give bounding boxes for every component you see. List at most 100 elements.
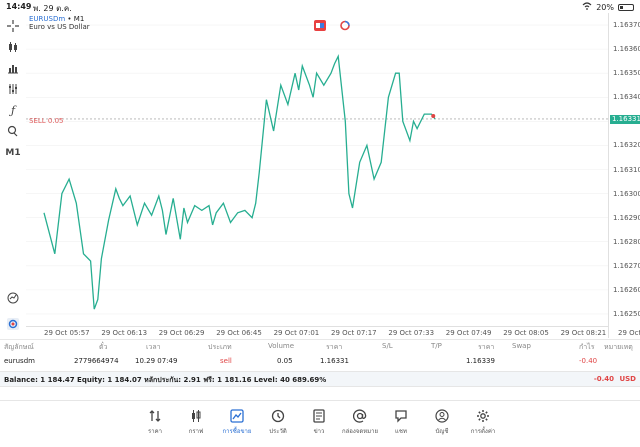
nav-quotes[interactable]: ราคา [133, 408, 177, 440]
sell-order-label[interactable]: SELL 0.05 [29, 117, 64, 125]
column-header[interactable]: Volume [268, 342, 295, 350]
time-tick-label: 29 Oct 07:01 [273, 329, 320, 337]
time-tick-label: 29 Oct 06:29 [158, 329, 205, 337]
nav-label: ประวัติ [269, 428, 287, 435]
timeframe-label[interactable]: M1 [5, 148, 21, 158]
nav-account[interactable]: บัญชี [420, 408, 464, 440]
column-header[interactable]: หมายเหตุ [604, 343, 633, 351]
price-tick-label: 1.16300 [613, 189, 640, 198]
chart-toolbar: ƒ M1 [0, 13, 26, 338]
cell-type: sell [220, 357, 232, 365]
cell-symbol: eurusdm [4, 357, 35, 365]
column-header[interactable]: เวลา [146, 343, 161, 351]
mailbox-icon [338, 408, 382, 424]
total-profit: -0.40 [593, 375, 614, 383]
price-tick-label: 1.16270 [613, 261, 640, 270]
nav-mailbox[interactable]: กล่องจดหมาย [338, 408, 382, 440]
account-balance-bar: Balance: 1 184.47 Equity: 1 184.07 หลักป… [0, 371, 640, 387]
column-header[interactable]: S/L [382, 342, 393, 350]
cell-ticket: 2779664974 [74, 357, 119, 365]
column-header[interactable]: ประเภท [208, 343, 232, 351]
account-currency: USD [619, 375, 636, 383]
battery-percent: 20% [596, 2, 614, 12]
column-header[interactable]: สัญลักษณ์ [4, 343, 34, 351]
bars-icon[interactable] [4, 60, 22, 76]
nav-chart[interactable]: กราฟ [174, 408, 218, 440]
news-icon [297, 408, 341, 424]
chat-icon [379, 408, 423, 424]
symbol-name: EURUSDm [29, 15, 66, 23]
time-tick-label: 29 Oct 05:57 [44, 329, 90, 337]
price-tick-label: 1.16360 [613, 45, 640, 54]
chart-zoom-icon[interactable] [4, 290, 22, 306]
price-tick-label: 1.16260 [613, 285, 640, 294]
price-tick-label: 1.16280 [613, 237, 640, 246]
status-time: 14:49 [6, 2, 32, 11]
time-tick-label: 29 Oct 08:21 [560, 329, 607, 337]
history-icon [256, 408, 300, 424]
nav-label: แชท [395, 428, 407, 435]
column-header[interactable]: ราคา [478, 343, 495, 351]
price-tick-label: 1.16250 [613, 309, 640, 318]
trade-table-header: สัญลักษณ์ ตั๋ว เวลา ประเภท Volume ราคา S/L T/P ร… [0, 339, 640, 353]
account-icon [420, 408, 464, 424]
price-chart[interactable] [26, 13, 608, 326]
price-tick-label: 1.16350 [613, 69, 640, 78]
current-price-label: 1.16331 [610, 114, 640, 124]
candles-icon[interactable] [4, 39, 22, 55]
trade-icon [215, 408, 259, 424]
nav-label: ข่าว [313, 428, 325, 435]
settings-icon [461, 408, 505, 424]
column-header[interactable]: กำไร [579, 343, 595, 351]
crosshair-icon[interactable] [4, 18, 22, 34]
column-header[interactable]: ตั๋ว [99, 343, 108, 351]
time-tick-label: 29 Oct 08:37 [618, 329, 640, 337]
price-tick-label: 1.16370 [613, 21, 640, 30]
settings-logo-icon[interactable] [4, 316, 22, 332]
time-tick-label: 29 Oct 07:17 [331, 329, 377, 337]
function-icon[interactable]: ƒ [10, 103, 16, 117]
cell-time: 10.29 07:49 [135, 357, 178, 365]
column-header[interactable]: ราคา [326, 343, 343, 351]
nav-label: กราฟ [188, 428, 204, 435]
cell-price: 1.16331 [320, 357, 349, 365]
chart-candles-icon [174, 408, 218, 424]
nav-label: การตั้งค่า [470, 428, 496, 435]
indicators-icon[interactable] [4, 81, 22, 97]
sync-icon[interactable] [339, 20, 351, 31]
nav-label: ราคา [148, 428, 162, 435]
nav-history[interactable]: ประวัติ [256, 408, 300, 440]
nav-trade[interactable]: การซื้อขาย [215, 408, 259, 440]
nav-label: กล่องจดหมาย [341, 428, 379, 435]
cell-profit: -0.40 [579, 357, 598, 365]
time-axis: 29 Oct 05:57 29 Oct 06:13 29 Oct 06:29 29 O… [26, 326, 640, 338]
time-tick-label: 29 Oct 06:13 [101, 329, 148, 337]
quotes-icon [133, 408, 177, 424]
nav-chat[interactable]: แชท [379, 408, 423, 440]
nav-settings[interactable]: การตั้งค่า [461, 408, 505, 440]
column-header[interactable]: Swap [512, 342, 531, 350]
price-series-line [43, 54, 436, 310]
sell-entry-marker[interactable] [431, 113, 436, 118]
cell-volume: 0.05 [277, 357, 293, 365]
price-tick-label: 1.16320 [613, 141, 640, 150]
nav-label: การซื้อขาย [222, 428, 252, 435]
chart-symbol: EURUSDm • M1 [29, 15, 84, 23]
symbol-description: Euro vs US Dollar [29, 23, 90, 31]
wifi-icon [582, 2, 592, 12]
balance-summary: Balance: 1 184.47 Equity: 1 184.07 หลักป… [4, 376, 327, 384]
table-row[interactable]: eurusdm 2779664974 10.29 07:49 sell 0.05… [0, 354, 640, 370]
cell-current-price: 1.16339 [466, 357, 495, 365]
price-tick-label: 1.16340 [613, 93, 640, 102]
one-click-trading-icon[interactable] [314, 20, 326, 31]
time-tick-label: 29 Oct 06:45 [216, 329, 262, 337]
symbol-timeframe: • M1 [67, 15, 85, 23]
nav-news[interactable]: ข่าว [297, 408, 341, 440]
price-tick-label: 1.16290 [613, 213, 640, 222]
price-axis: 1.163701.163601.163501.163401.163301.163… [608, 13, 640, 338]
status-date: พ. 29 ต.ค. [33, 4, 72, 13]
nav-label: บัญชี [435, 428, 449, 435]
column-header[interactable]: T/P [431, 342, 442, 350]
objects-icon[interactable] [4, 123, 22, 139]
battery-icon [618, 3, 634, 11]
